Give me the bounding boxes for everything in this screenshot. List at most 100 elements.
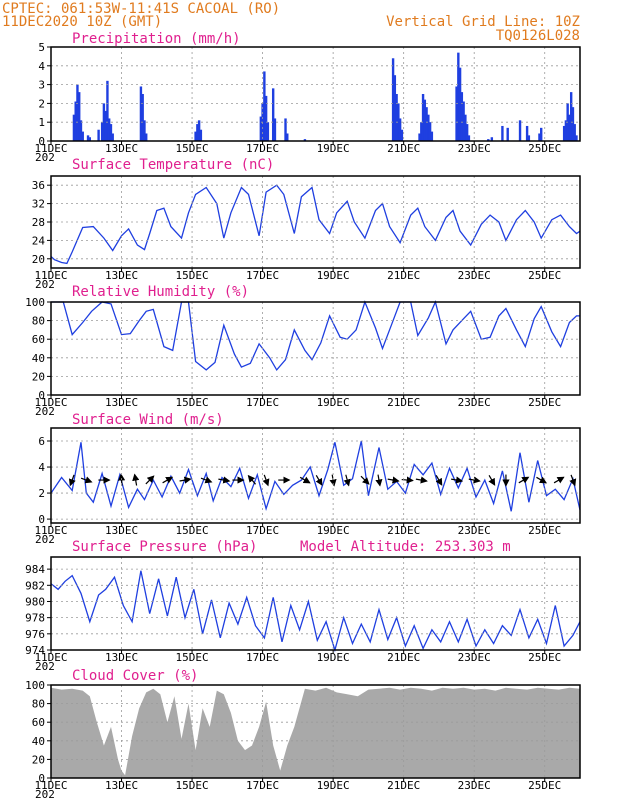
wind-arrow	[262, 474, 270, 487]
y-tick-label: 6	[38, 435, 45, 448]
precip-bar	[464, 114, 467, 141]
wind-arrow	[536, 476, 548, 484]
y-tick-label: 24	[32, 234, 46, 247]
wind-arrow	[329, 474, 337, 487]
x-tick-label: 25DEC	[528, 142, 561, 155]
y-tick-label: 40	[32, 352, 45, 365]
y-tick-label: 80	[32, 698, 45, 711]
series-line	[50, 184, 581, 265]
precip-bar	[284, 118, 287, 141]
y-tick-label: 5	[38, 41, 45, 54]
y-tick-label: 20	[32, 253, 45, 266]
precip-bar	[397, 103, 400, 141]
x-tick-label: 13DEC	[105, 396, 138, 409]
precip-bar	[266, 122, 270, 141]
wind-arrow	[218, 476, 231, 484]
wind-arrow	[451, 476, 464, 484]
panel-frame	[50, 175, 581, 269]
x-tick-label: 25DEC	[528, 396, 561, 409]
y-tick-label: 0	[38, 389, 45, 402]
precip-bar	[398, 118, 402, 141]
precip-bar	[527, 135, 531, 141]
precip-bar	[264, 95, 268, 141]
precip-bar	[139, 86, 143, 141]
x-tick-label: 17DEC	[246, 396, 279, 409]
precip-bar	[418, 133, 421, 141]
x-tick-label: 17DEC	[246, 269, 279, 282]
wind-arrow	[179, 476, 192, 484]
wind-arrow	[553, 476, 565, 484]
x-tick-label: 19DEC	[317, 779, 350, 792]
panel-3: 0 2 4 6 11DEC 13DEC 15DEC 17DEC 19DEC 21DEC 23DEC 2…	[34, 412, 581, 546]
y-tick-label: 1	[38, 116, 45, 129]
precip-bar	[273, 118, 277, 141]
model-altitude: Model Altitude: 253.303 m	[300, 539, 511, 555]
x-tick-label: 23DEC	[458, 779, 491, 792]
precip-bar	[74, 101, 77, 141]
y-tick-label: 60	[32, 333, 45, 346]
x-tick-label: 17DEC	[246, 142, 279, 155]
precip-bar	[106, 80, 109, 141]
precip-bar	[467, 135, 471, 141]
precip-bar	[76, 84, 79, 141]
x-tick-label: 19DEC	[317, 396, 350, 409]
precip-bar	[421, 94, 425, 141]
precip-bar	[199, 129, 203, 141]
precip-bar	[197, 120, 201, 141]
x-tick-label: 21DEC	[387, 651, 420, 664]
x-tick-label: 21DEC	[387, 779, 420, 792]
wind-arrow	[569, 474, 577, 487]
cloud-cover-area	[51, 687, 580, 778]
x-tick-label: 23DEC	[458, 651, 491, 664]
y-tick-label: 100	[25, 679, 45, 692]
y-tick-label: 3	[38, 79, 45, 92]
precip-bar	[81, 131, 84, 141]
y-tick-label: 100	[25, 296, 45, 309]
wind-arrow	[488, 474, 496, 486]
y-tick-label: 20	[32, 753, 45, 766]
header-run-time: 11DEC2020 10Z (GMT)	[2, 14, 162, 30]
y-tick-label: 974	[25, 644, 45, 657]
x-tick-label: 23DEC	[458, 524, 491, 537]
wind-arrow	[375, 474, 383, 487]
x-tick-label: 11DEC	[34, 269, 67, 282]
precip-bar	[562, 125, 566, 141]
x-tick-label: 11DEC	[34, 142, 67, 155]
precip-bar	[259, 116, 263, 141]
y-tick-label: 32	[32, 198, 45, 211]
x-tick-label: 19DEC	[317, 651, 350, 664]
panel-frame	[50, 46, 581, 142]
precip-bar	[111, 133, 114, 141]
precip-bar	[569, 92, 573, 141]
precip-bar	[573, 124, 576, 141]
precip-bar	[525, 125, 529, 141]
x-tick-label: 17DEC	[246, 779, 279, 792]
panel-4: 974 976 978 980 982 984 11DEC 13DEC 15DEC 17DEC 19…	[25, 539, 581, 673]
precip-bar	[97, 129, 100, 141]
x-tick-label: 11DEC	[34, 396, 67, 409]
x-tick-label: 13DEC	[105, 524, 138, 537]
precip-bar	[194, 131, 197, 141]
precip-bar	[462, 101, 465, 141]
precip-bar	[145, 133, 148, 141]
series-line	[51, 300, 580, 372]
precip-bar	[143, 120, 146, 141]
precip-bar	[196, 124, 199, 141]
x-tick-label: 25DEC	[528, 779, 561, 792]
precip-bar	[465, 124, 469, 141]
y-tick-label: 4	[38, 461, 45, 474]
y-tick-label: 60	[32, 716, 45, 729]
precip-bar	[430, 131, 434, 141]
panel-frame	[50, 684, 581, 779]
precip-bar	[109, 124, 113, 141]
x-tick-label: 21DEC	[387, 142, 420, 155]
x-tick-label: 19DEC	[317, 269, 350, 282]
series-line	[50, 440, 581, 512]
panel-frame	[50, 556, 581, 651]
wind-arrow	[360, 475, 370, 485]
precip-bar	[490, 137, 494, 141]
x-tick-label: 13DEC	[105, 651, 138, 664]
wind-arrow	[343, 474, 351, 487]
panel-title: Cloud Cover (%)	[72, 668, 198, 684]
precip-bar	[72, 114, 76, 141]
